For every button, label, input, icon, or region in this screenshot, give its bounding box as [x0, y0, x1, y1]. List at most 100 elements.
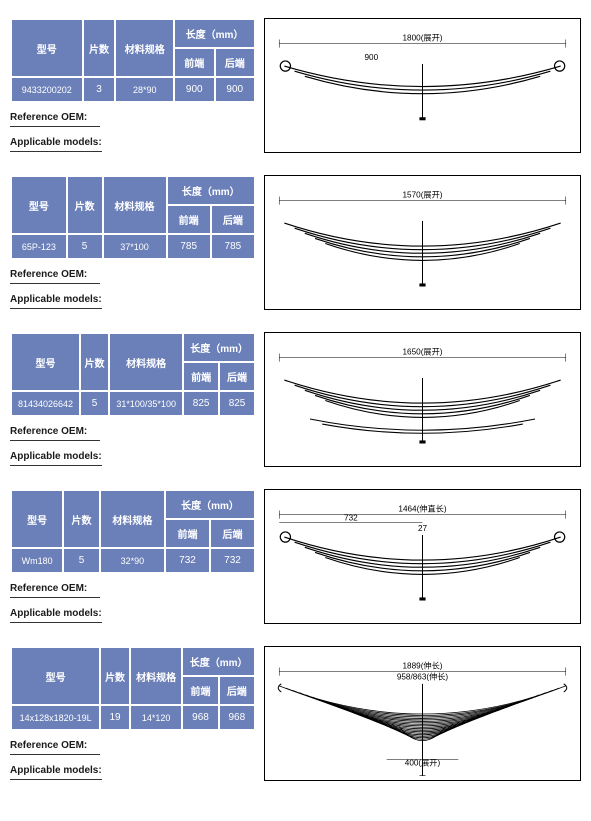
value-material: 14*120	[131, 706, 182, 729]
value-model: 81434026642	[12, 392, 79, 415]
header-front: 前端	[183, 677, 217, 704]
spec-table: 型号 片数 材料规格 长度（mm） 前端 后端 Wm180 5 32*90 73…	[10, 489, 256, 574]
applicable-models-label: Applicable models:	[10, 446, 102, 466]
spec-column: 型号 片数 材料规格 长度（mm） 前端 后端 14x128x1820-19L …	[10, 646, 256, 781]
header-length: 长度（mm）	[168, 177, 254, 204]
header-length: 长度（mm）	[166, 491, 254, 518]
header-material: 材料规格	[101, 491, 164, 547]
value-rear: 785	[212, 235, 254, 258]
header-material: 材料规格	[131, 648, 182, 704]
header-rear: 后端	[216, 49, 255, 76]
reference-section: Reference OEM: Applicable models:	[10, 574, 256, 624]
spec-column: 型号 片数 材料规格 长度（mm） 前端 后端 Wm180 5 32*90 73…	[10, 489, 256, 624]
value-model: Wm180	[12, 549, 62, 572]
spec-column: 型号 片数 材料规格 长度（mm） 前端 后端 81434026642 5 31…	[10, 332, 256, 467]
header-rear: 后端	[211, 520, 254, 547]
value-front: 825	[184, 392, 218, 415]
reference-section: Reference OEM: Applicable models:	[10, 417, 256, 467]
value-pieces: 5	[64, 549, 98, 572]
reference-section: Reference OEM: Applicable models:	[10, 731, 256, 781]
header-length: 长度（mm）	[184, 334, 254, 361]
reference-section: Reference OEM: Applicable models:	[10, 260, 256, 310]
header-material: 材料规格	[104, 177, 166, 233]
header-rear: 后端	[220, 363, 254, 390]
header-front: 前端	[184, 363, 218, 390]
product-block: 型号 片数 材料规格 长度（mm） 前端 后端 65P-123 5 37*100…	[10, 175, 581, 310]
spring-diagram: 1464(伸直长) 732 27	[264, 489, 581, 624]
reference-oem-label: Reference OEM:	[10, 421, 100, 441]
header-pieces: 片数	[81, 334, 108, 390]
value-material: 28*90	[116, 78, 173, 101]
product-block: 型号 片数 材料规格 长度（mm） 前端 后端 9433200202 3 28*…	[10, 18, 581, 153]
spec-column: 型号 片数 材料规格 长度（mm） 前端 后端 65P-123 5 37*100…	[10, 175, 256, 310]
value-rear: 825	[220, 392, 254, 415]
value-rear: 732	[211, 549, 254, 572]
header-model: 型号	[12, 648, 99, 704]
product-block: 型号 片数 材料规格 长度（mm） 前端 后端 Wm180 5 32*90 73…	[10, 489, 581, 624]
header-rear: 后端	[212, 206, 254, 233]
header-model: 型号	[12, 20, 82, 76]
spring-diagram: 1650(展开)	[264, 332, 581, 467]
header-pieces: 片数	[68, 177, 102, 233]
spring-diagram: 1800(展开) 900	[264, 18, 581, 153]
svg-text:400(展开): 400(展开)	[405, 759, 441, 768]
svg-text:732: 732	[344, 514, 358, 523]
spec-column: 型号 片数 材料规格 长度（mm） 前端 后端 9433200202 3 28*…	[10, 18, 256, 153]
header-length: 长度（mm）	[183, 648, 254, 675]
spring-diagram: 1570(展开)	[264, 175, 581, 310]
header-front: 前端	[175, 49, 213, 76]
svg-text:1889(伸长): 1889(伸长)	[403, 660, 443, 670]
header-material: 材料规格	[116, 20, 173, 76]
value-model: 14x128x1820-19L	[12, 706, 99, 729]
svg-text:1464(伸直长): 1464(伸直长)	[398, 503, 446, 513]
value-model: 9433200202	[12, 78, 82, 101]
value-material: 37*100	[104, 235, 166, 258]
reference-oem-label: Reference OEM:	[10, 264, 100, 284]
value-front: 785	[168, 235, 210, 258]
applicable-models-label: Applicable models:	[10, 289, 102, 309]
value-material: 32*90	[101, 549, 164, 572]
header-pieces: 片数	[101, 648, 129, 704]
reference-oem-label: Reference OEM:	[10, 735, 100, 755]
svg-text:958/863(伸长): 958/863(伸长)	[397, 672, 449, 682]
header-pieces: 片数	[84, 20, 115, 76]
header-front: 前端	[166, 520, 209, 547]
value-pieces: 5	[81, 392, 108, 415]
product-block: 型号 片数 材料规格 长度（mm） 前端 后端 81434026642 5 31…	[10, 332, 581, 467]
value-front: 900	[175, 78, 213, 101]
header-length: 长度（mm）	[175, 20, 254, 47]
value-model: 65P-123	[12, 235, 66, 258]
reference-oem-label: Reference OEM:	[10, 578, 100, 598]
svg-text:1800(展开): 1800(展开)	[403, 33, 443, 42]
svg-text:1650(展开): 1650(展开)	[403, 347, 443, 356]
spring-diagram: 1889(伸长) 958/863(伸长) 400(展开)	[264, 646, 581, 781]
header-pieces: 片数	[64, 491, 98, 547]
value-material: 31*100/35*100	[110, 392, 182, 415]
reference-oem-label: Reference OEM:	[10, 107, 100, 127]
applicable-models-label: Applicable models:	[10, 603, 102, 623]
applicable-models-label: Applicable models:	[10, 132, 102, 152]
svg-text:27: 27	[418, 524, 428, 533]
value-rear: 968	[220, 706, 254, 729]
svg-text:1570(展开): 1570(展开)	[403, 190, 443, 199]
header-model: 型号	[12, 177, 66, 233]
reference-section: Reference OEM: Applicable models:	[10, 103, 256, 153]
value-pieces: 3	[84, 78, 115, 101]
value-rear: 900	[216, 78, 255, 101]
value-pieces: 19	[101, 706, 129, 729]
applicable-models-label: Applicable models:	[10, 760, 102, 780]
header-rear: 后端	[220, 677, 254, 704]
spec-table: 型号 片数 材料规格 长度（mm） 前端 后端 65P-123 5 37*100…	[10, 175, 256, 260]
spec-table: 型号 片数 材料规格 长度（mm） 前端 后端 14x128x1820-19L …	[10, 646, 256, 731]
product-block: 型号 片数 材料规格 长度（mm） 前端 后端 14x128x1820-19L …	[10, 646, 581, 781]
header-material: 材料规格	[110, 334, 182, 390]
value-front: 732	[166, 549, 209, 572]
svg-text:900: 900	[365, 53, 379, 62]
value-front: 968	[183, 706, 217, 729]
value-pieces: 5	[68, 235, 102, 258]
spec-table: 型号 片数 材料规格 长度（mm） 前端 后端 9433200202 3 28*…	[10, 18, 256, 103]
header-model: 型号	[12, 491, 62, 547]
spec-table: 型号 片数 材料规格 长度（mm） 前端 后端 81434026642 5 31…	[10, 332, 256, 417]
header-front: 前端	[168, 206, 210, 233]
header-model: 型号	[12, 334, 79, 390]
